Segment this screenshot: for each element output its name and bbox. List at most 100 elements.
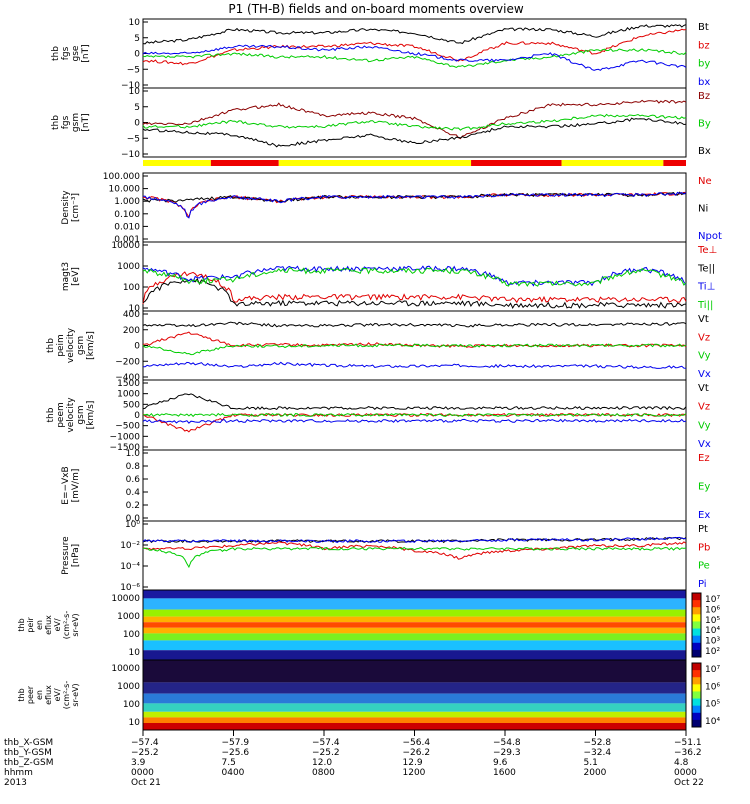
series-peem-Vt (142, 393, 687, 411)
spec-ylabel-line: eV/ (53, 688, 62, 701)
ylabel-line: gsm (76, 336, 86, 355)
xtick-date: Oct 22 (674, 778, 704, 788)
spectrogram-band (143, 598, 686, 610)
colorbar-segment (692, 712, 701, 721)
spec-ylabel-line: (cm²-s- (62, 681, 71, 710)
xtick-z-gsm: 5.1 (584, 758, 598, 768)
ylabel-group: thb fgs gse [nT] (51, 44, 91, 62)
xtick-x-gsm: −57.9 (222, 738, 250, 748)
ytick-label: 10⁻² (120, 541, 140, 551)
ytick-label: 10000 (111, 241, 140, 251)
xaxis-row-label: hhmm (4, 768, 33, 778)
spec-ylabel: thb peir en eflux eV/(cm²-s-sr-eV) (17, 611, 80, 640)
colorbar-segment (692, 642, 701, 651)
series-peem-Vz (142, 412, 687, 433)
legend-pressure-3: Pi (698, 579, 707, 590)
colorbar-segment (692, 684, 701, 692)
ytick-label: 1.0 (126, 449, 141, 459)
ytick-label: 0 (134, 50, 140, 60)
ylabel-line: magt3 (61, 262, 71, 291)
ylabel-line: [eV] (71, 267, 81, 286)
series-magt3-Te⊥ (142, 271, 687, 305)
spec-ylabel-line: sr-eV) (71, 613, 80, 636)
ylabel-line: E=−VxB (61, 466, 71, 504)
xaxis-row-label: 2013 (4, 778, 27, 788)
colorbar-tick-label: 10² (705, 647, 720, 657)
xtick-z-gsm: 12.0 (312, 758, 332, 768)
colorbar-tick-label: 10⁴ (705, 626, 720, 636)
spec-ylabel-line: en (35, 690, 44, 700)
ylabel-line: gsm (71, 113, 81, 132)
series-density-Npot (142, 191, 687, 219)
xtick-z-gsm: 4.8 (674, 758, 689, 768)
series-peim-Vt (142, 321, 687, 328)
ylabel-line: Density (61, 190, 71, 225)
series-magt3-Ti⊥ (142, 265, 687, 287)
colorbar-tick-label: 10⁵ (705, 700, 720, 710)
spec-ytick-label: 100 (123, 700, 140, 710)
panel-frame-fgs_gse (142, 18, 687, 89)
ytick-label: 200 (123, 326, 140, 336)
spec-ylabel-line: peir (26, 617, 35, 633)
status-segment-yellow (561, 160, 664, 166)
spec-ylabel-line: eflux (44, 615, 53, 635)
spectrogram-band (143, 717, 686, 723)
xtick-hhmm: 2000 (584, 768, 607, 778)
legend-magt3-0: Te⊥ (697, 245, 717, 256)
ytick-label: 1000 (117, 390, 140, 400)
ytick-label: 0.2 (126, 501, 140, 511)
colorbar-segment (692, 649, 701, 658)
spec-ytick-label: 10000 (111, 594, 140, 604)
ylabel-group: thb fgs gsm [nT] (51, 113, 91, 132)
colorbar-segment (692, 719, 701, 728)
ytick-label: 100.000 (103, 172, 140, 182)
colorbar-tick-label: 10⁷ (705, 595, 720, 605)
ylabel-group: thb peim velocity gsm [km/s] (46, 327, 96, 363)
ytick-label: 5 (134, 103, 140, 113)
panel-frame-density (142, 172, 687, 243)
ytick-label: −10 (121, 150, 140, 160)
legend-peem-3: Vx (698, 439, 711, 450)
xtick-hhmm: 1600 (493, 768, 516, 778)
status-segment-red (663, 160, 686, 166)
colorbar-segment (692, 698, 701, 707)
legend-magt3-3: Ti|| (697, 300, 713, 311)
xtick-y-gsm: −26.2 (403, 748, 431, 758)
colorbar-frame (691, 662, 702, 728)
ytick-label: 10.000 (109, 185, 141, 195)
spec-ylabel-line: eflux (44, 685, 53, 705)
ytick-label: 10⁻⁶ (120, 583, 140, 593)
xtick-hhmm: 0000 (131, 768, 154, 778)
ylabel-group: magt3 [eV] (61, 262, 81, 291)
xtick-x-gsm: −54.8 (493, 738, 521, 748)
series-fgs_gse-bx (142, 44, 687, 71)
colorbar-tick-label: 10⁷ (705, 665, 720, 675)
ytick-label: 500 (123, 400, 140, 410)
spectrogram-band (143, 616, 686, 623)
colorbar-segment (692, 607, 701, 615)
ylabel-line: [km/s] (86, 401, 96, 430)
legend-peim-0: Vt (698, 314, 709, 325)
status-segment-red (210, 160, 279, 166)
ylabel-group: Density [cm⁻³] (61, 190, 81, 225)
xtick-hhmm: 0400 (222, 768, 245, 778)
ytick-label: −400 (115, 373, 140, 383)
status-segment-yellow (143, 160, 211, 166)
ytick-label: 400 (123, 310, 140, 320)
xtick-y-gsm: −29.3 (493, 748, 521, 758)
ylabel-line: gse (71, 45, 81, 61)
spec-ytick-label: 1000 (117, 612, 140, 622)
colorbar-frame (691, 592, 702, 658)
legend-fgs_gse-3: bx (698, 77, 710, 88)
xtick-x-gsm: −57.4 (131, 738, 159, 748)
series-peim-Vy (142, 343, 687, 356)
ylabel-line: velocity (66, 397, 76, 433)
series-magt3-Ti|| (142, 267, 687, 287)
ytick-label: 0.4 (126, 488, 141, 498)
xtick-y-gsm: −25.2 (312, 748, 340, 758)
colorbar-segment (692, 635, 701, 644)
ylabel-line: gsm (76, 405, 86, 424)
legend-pressure-0: Pt (698, 524, 708, 535)
